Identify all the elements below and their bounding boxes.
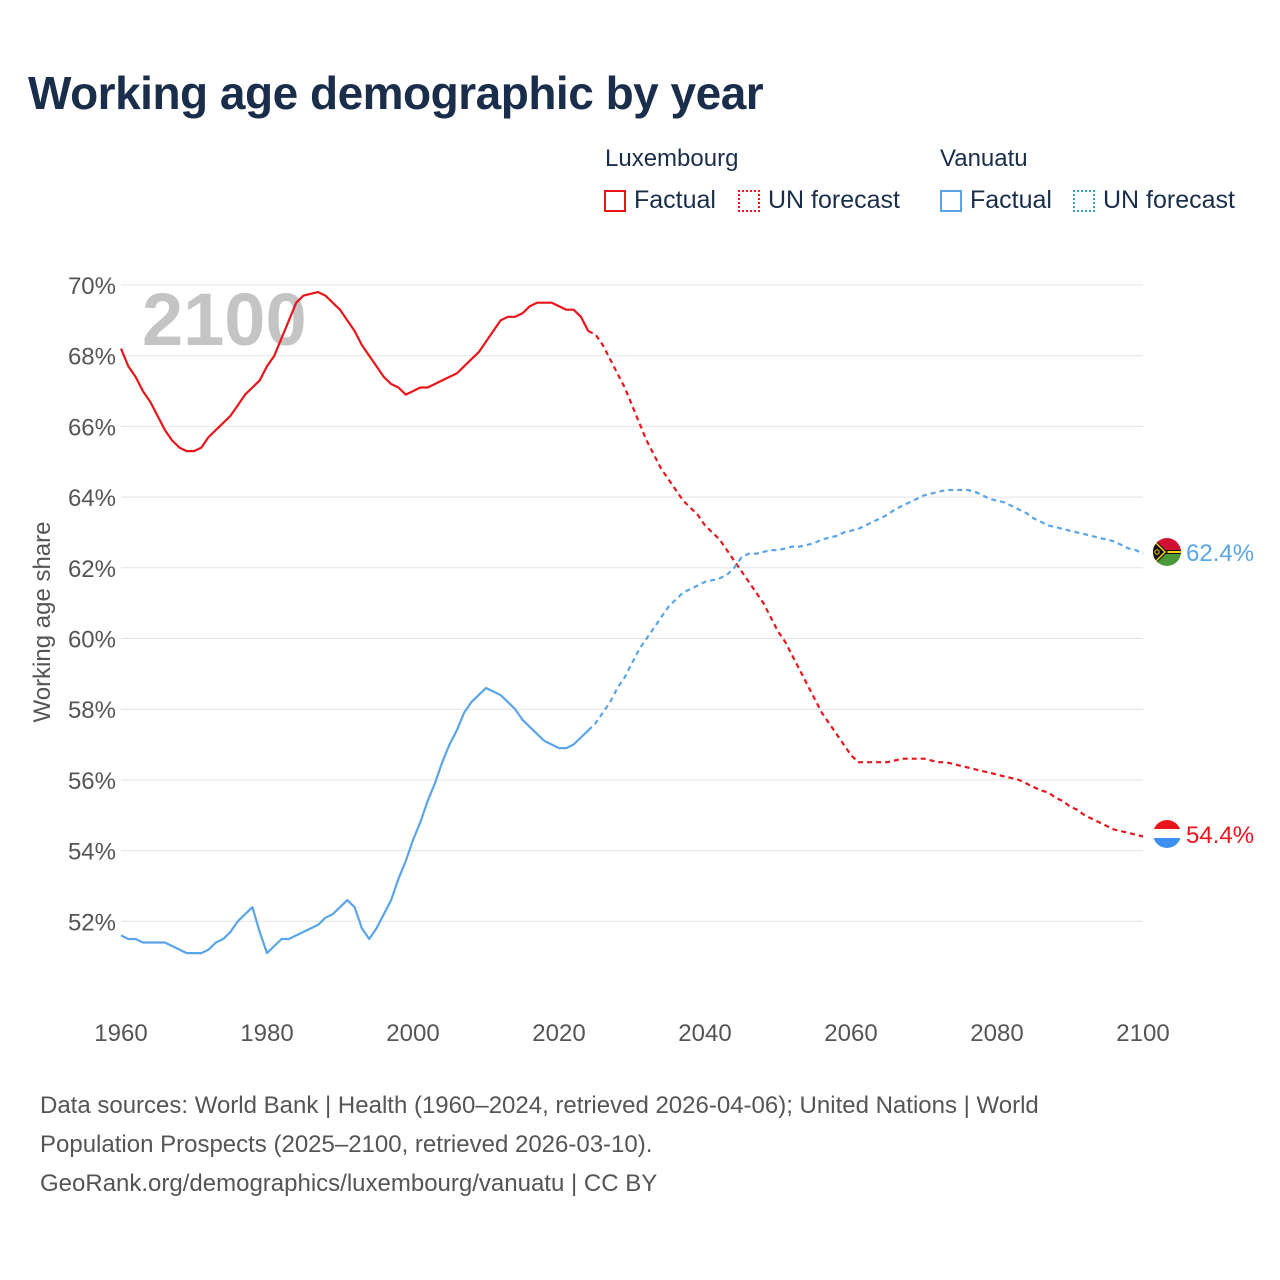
luxembourg-flag-icon: [1153, 820, 1181, 848]
y-tick-label: 54%: [68, 839, 116, 866]
series-layer: [119, 291, 1144, 955]
x-tick-label: 2060: [824, 1020, 877, 1047]
vanuatu-factual-line[interactable]: [120, 686, 589, 955]
x-tick-label: 1960: [94, 1020, 147, 1047]
x-tick-label: 2100: [1116, 1020, 1169, 1047]
y-tick-label: 60%: [68, 627, 116, 654]
y-axis-ticks: 52% 54% 56% 58% 60% 62% 64% 66% 68% 70%: [68, 273, 116, 936]
source-line-1: Data sources: World Bank | Health (1960–…: [40, 1092, 1039, 1119]
x-tick-label: 2080: [970, 1020, 1023, 1047]
page-title: Working age demographic by year: [28, 67, 764, 119]
y-tick-label: 56%: [68, 768, 116, 795]
x-tick-label: 2000: [386, 1020, 439, 1047]
vanuatu-forecast-line[interactable]: [587, 488, 1144, 732]
y-tick-label: 62%: [68, 556, 116, 583]
year-watermark: 2100: [142, 278, 307, 361]
y-tick-label: 58%: [68, 697, 116, 724]
legend-luxembourg-forecast[interactable]: UN forecast: [738, 186, 900, 215]
x-tick-label: 2020: [532, 1020, 585, 1047]
y-tick-label: 52%: [68, 909, 116, 936]
legend-vanuatu-factual[interactable]: Factual: [940, 186, 1052, 215]
source-line-3: GeoRank.org/demographics/luxembourg/vanu…: [40, 1170, 658, 1197]
x-tick-label: 1980: [240, 1020, 293, 1047]
legend-luxembourg-factual[interactable]: Factual: [604, 186, 716, 215]
legend-group-vanuatu: Vanuatu: [940, 145, 1028, 172]
x-axis-ticks: 1960 1980 2000 2020 2040 2060 2080 2100: [94, 1020, 1169, 1047]
legend-label: Factual: [970, 186, 1052, 214]
y-tick-label: 66%: [68, 414, 116, 441]
luxembourg-forecast-line[interactable]: [587, 330, 1144, 838]
y-tick-label: 70%: [68, 273, 116, 300]
legend-label: Factual: [634, 186, 716, 214]
legend-dotted-swatch-icon: [738, 189, 760, 212]
legend-solid-swatch-icon: [940, 189, 962, 212]
legend-label: UN forecast: [768, 186, 900, 214]
y-tick-label: 68%: [68, 344, 116, 371]
data-source-note: Data sources: World Bank | Health (1960–…: [40, 1086, 1240, 1203]
legend-group-luxembourg: Luxembourg: [605, 145, 739, 172]
y-tick-label: 64%: [68, 485, 116, 512]
x-tick-label: 2040: [678, 1020, 731, 1047]
source-line-2: Population Prospects (2025–2100, retriev…: [40, 1131, 653, 1158]
legend-solid-swatch-icon: [604, 189, 626, 212]
luxembourg-end-label: 54.4%: [1186, 822, 1254, 849]
grid-lines: [121, 284, 1143, 922]
legend-label: UN forecast: [1103, 186, 1235, 214]
luxembourg-factual-line[interactable]: [119, 291, 590, 453]
legend-dotted-swatch-icon: [1073, 189, 1095, 212]
vanuatu-end-label: 62.4%: [1186, 540, 1254, 567]
legend-vanuatu-forecast[interactable]: UN forecast: [1073, 186, 1235, 215]
vanuatu-flag-icon: [1153, 538, 1181, 566]
y-axis-label: Working age share: [29, 522, 56, 723]
